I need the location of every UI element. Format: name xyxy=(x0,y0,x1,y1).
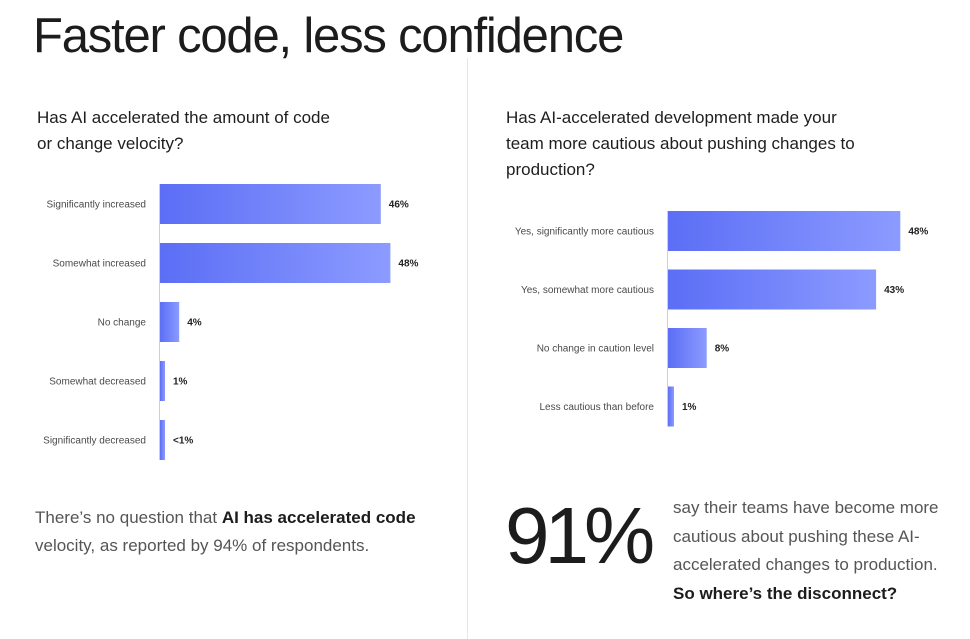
bar-yes-somewhat-more-cautious xyxy=(668,269,877,310)
category-label-yes-significantly-more-cautious: Yes, significantly more cautious xyxy=(515,227,654,238)
value-label-yes-significantly-more-cautious: 48% xyxy=(908,227,928,238)
bar-no-change xyxy=(160,302,180,342)
stat-text: say their teams have become more cautiou… xyxy=(673,498,939,574)
value-label-significantly-decreased: <1% xyxy=(173,436,193,447)
page-title: Faster code, less confidence xyxy=(33,9,624,63)
category-label-significantly-decreased: Significantly decreased xyxy=(43,436,146,447)
chart-svg: Significantly increased 46% Somewhat incre… xyxy=(43,184,419,460)
category-label-significantly-increased: Significantly increased xyxy=(47,200,147,211)
bar-significantly-decreased xyxy=(160,420,165,460)
value-label-somewhat-decreased: 1% xyxy=(173,377,188,388)
value-label-no-change: 4% xyxy=(187,318,202,329)
bar-less-cautious-than-before xyxy=(668,386,674,427)
value-label-significantly-increased: 46% xyxy=(389,200,409,211)
value-label-somewhat-increased: 48% xyxy=(398,259,418,270)
category-label-somewhat-decreased: Somewhat decreased xyxy=(49,377,146,388)
bar-significantly-increased xyxy=(160,184,381,224)
right-question: Has AI-accelerated development made your… xyxy=(506,108,855,179)
bar-no-change-in-caution-level xyxy=(668,328,707,368)
category-label-yes-somewhat-more-cautious: Yes, somewhat more cautious xyxy=(521,285,654,296)
summary-suffix: velocity, as reported by 94% of responde… xyxy=(35,536,370,555)
stat-description: say their teams have become more cautiou… xyxy=(673,494,965,608)
stat-highlight: So where’s the disconnect? xyxy=(673,583,898,603)
value-label-yes-somewhat-more-cautious: 43% xyxy=(884,285,904,296)
category-label-somewhat-increased: Somewhat increased xyxy=(53,259,146,270)
category-label-no-change: No change xyxy=(98,318,147,329)
summary-highlight: AI has accelerated code xyxy=(221,508,416,527)
chart-svg: Yes, significantly more cautious 48% Yes, … xyxy=(515,211,928,427)
bar-somewhat-increased xyxy=(160,243,391,283)
value-label-less-cautious-than-before: 1% xyxy=(682,402,697,413)
big-stat-value: 91% xyxy=(505,491,655,580)
velocity-bar-chart: Significantly increased 46% Somewhat incre… xyxy=(0,175,467,470)
category-label-less-cautious-than-before: Less cautious than before xyxy=(539,402,654,413)
column-divider xyxy=(467,58,468,639)
summary-prefix: There’s no question that xyxy=(35,508,222,527)
value-label-no-change-in-caution-level: 8% xyxy=(715,344,730,355)
category-label-no-change-in-caution-level: No change in caution level xyxy=(537,344,654,355)
bar-somewhat-decreased xyxy=(160,361,165,401)
left-question: Has AI accelerated the amount of code or… xyxy=(37,108,330,153)
bar-yes-significantly-more-cautious xyxy=(668,211,901,251)
caution-bar-chart: Yes, significantly more cautious 48% Yes, … xyxy=(468,200,970,440)
velocity-summary: There’s no question that AI has accelera… xyxy=(35,504,445,560)
